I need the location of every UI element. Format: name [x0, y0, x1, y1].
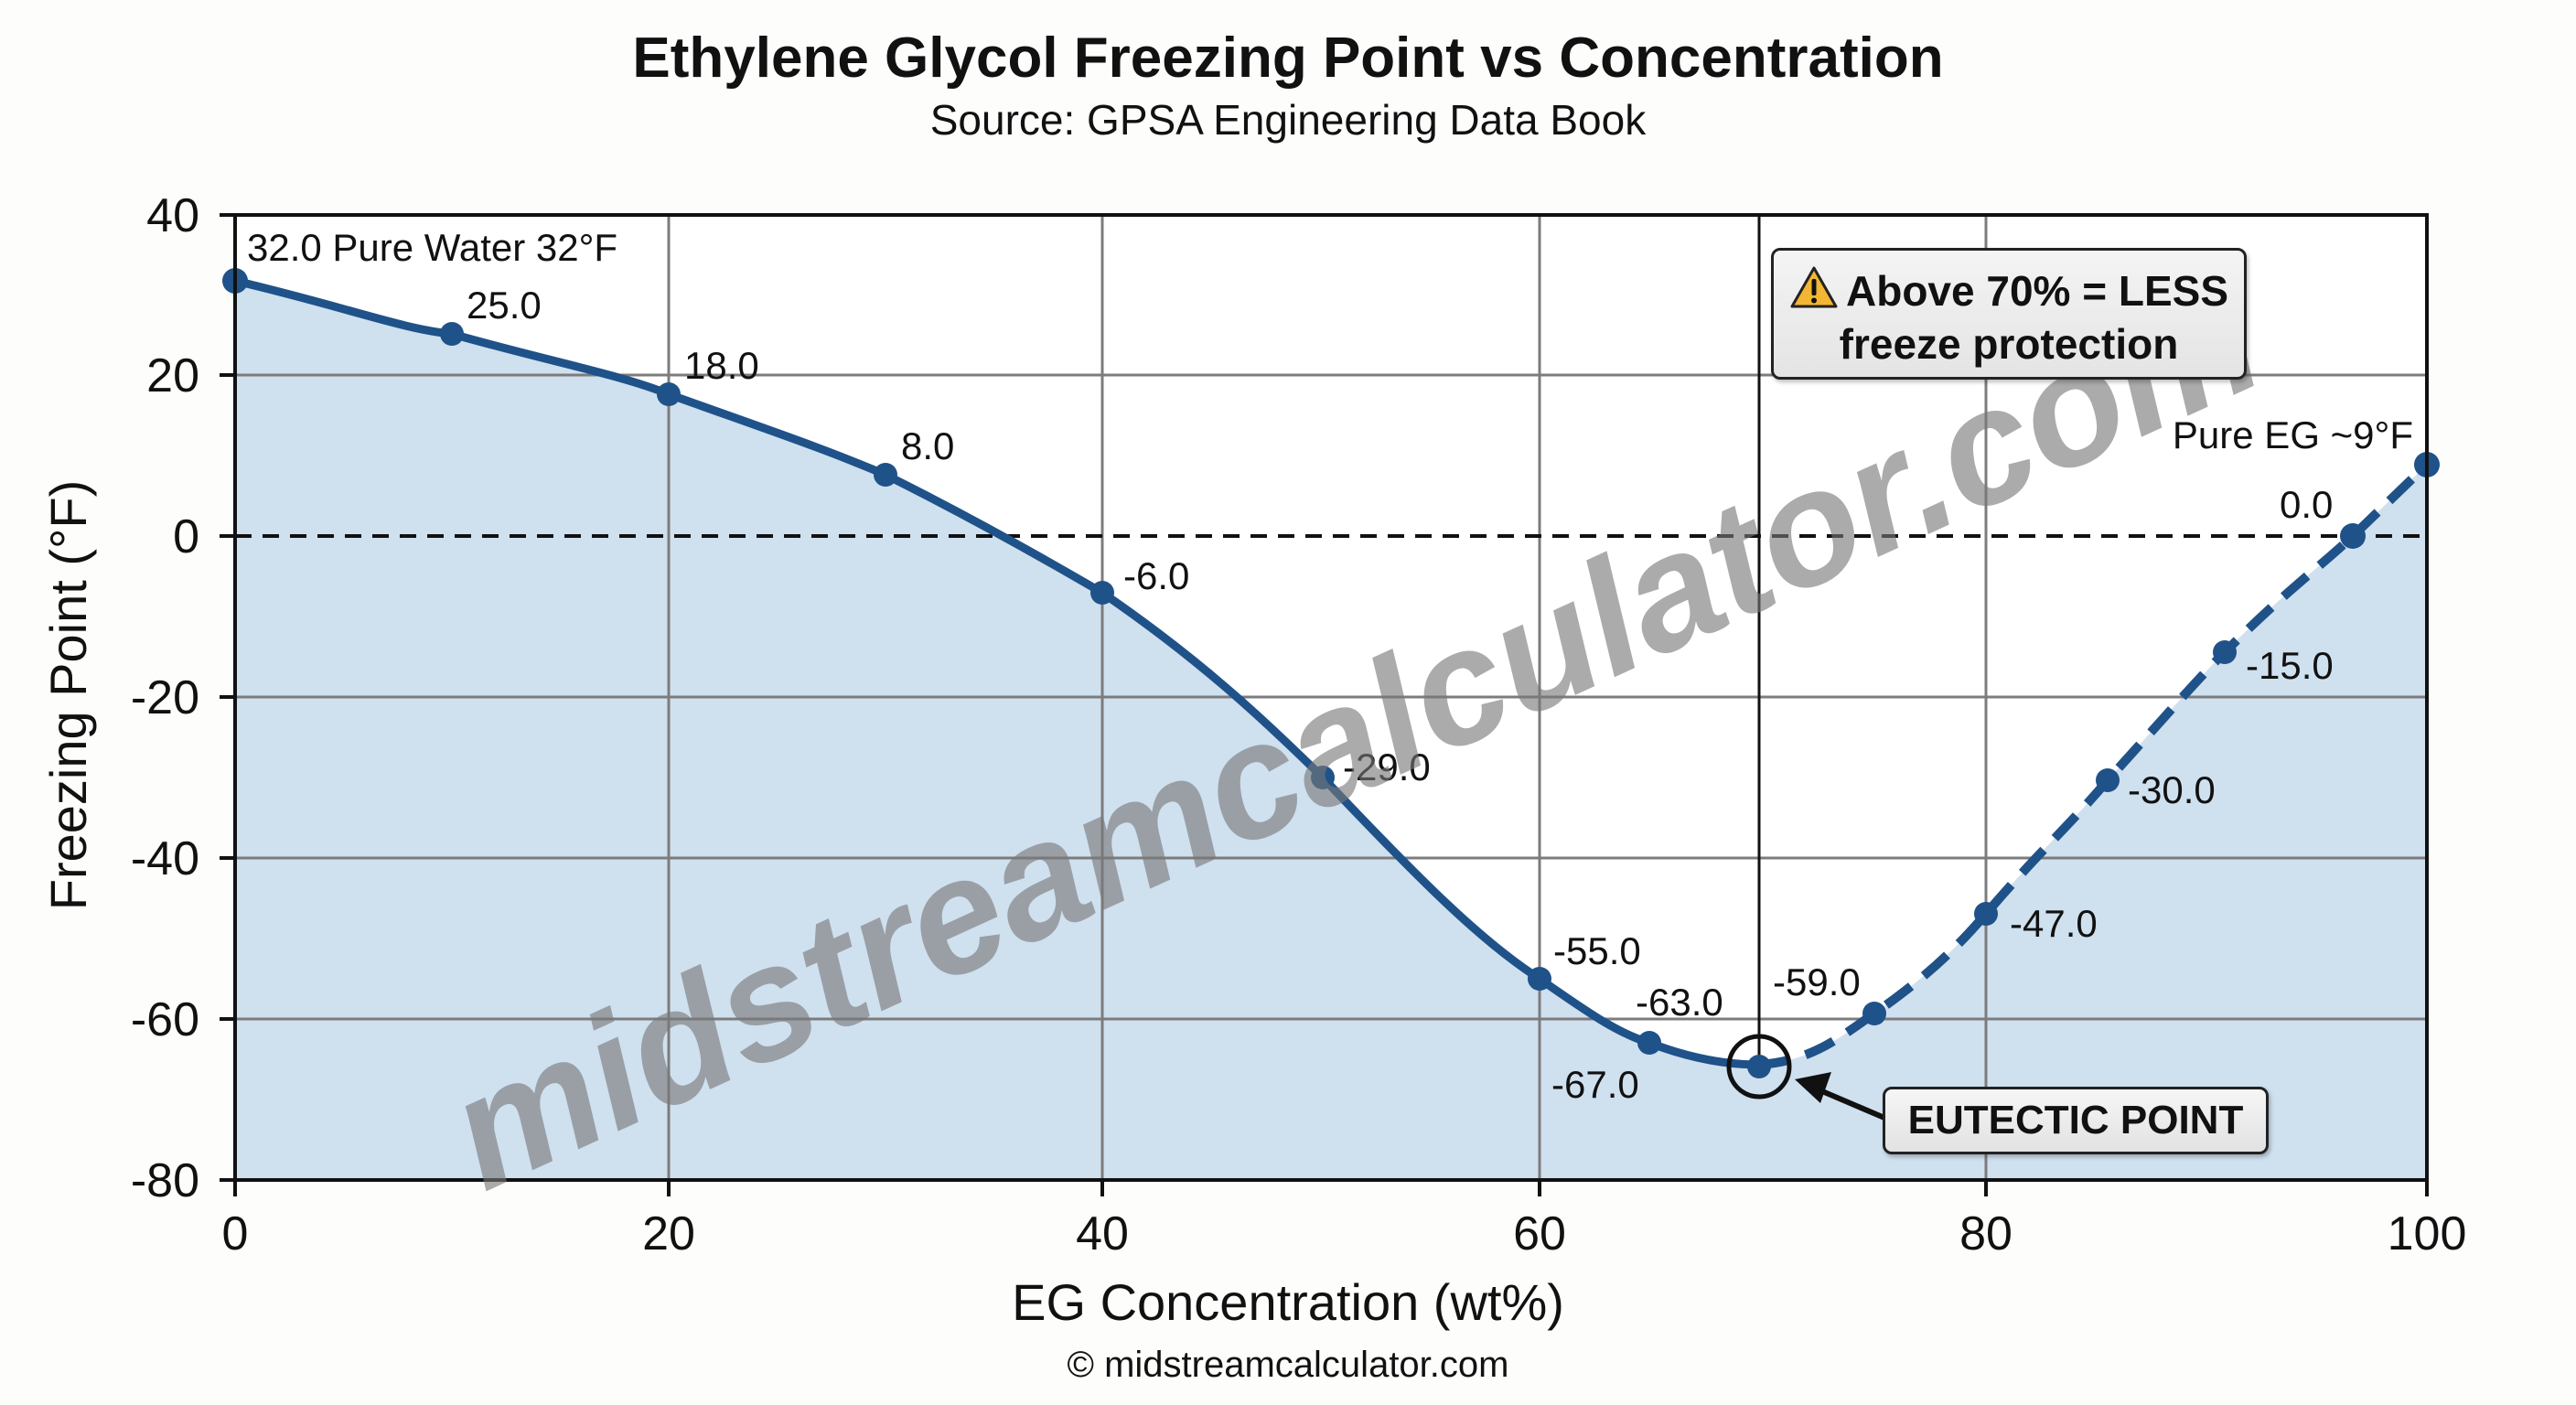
- x-tick-label: 20: [642, 1207, 695, 1260]
- point-label: 8.0: [901, 424, 954, 467]
- point-label: -47.0: [2010, 902, 2098, 945]
- x-tick-label: 100: [2388, 1207, 2467, 1260]
- eutectic-arrow-shaft: [1814, 1086, 1886, 1121]
- x-tick-labels: 0 20 40 60 80 100: [222, 1207, 2467, 1260]
- point-label: -59.0: [1773, 960, 1861, 1003]
- pure-water-annotation: 32.0 Pure Water 32°F: [247, 226, 617, 269]
- point-label: -55.0: [1553, 929, 1641, 972]
- copyright-footer: © midstreamcalculator.com: [1067, 1345, 1509, 1385]
- point-label: 18.0: [684, 344, 759, 387]
- point-label: -30.0: [2128, 768, 2216, 811]
- y-tick-label: -20: [131, 671, 199, 724]
- x-tick-label: 80: [1959, 1207, 2012, 1260]
- axis-ticks: [220, 213, 2429, 1196]
- eutectic-highlight-ring: [1726, 1034, 1792, 1099]
- y-tick-label: -60: [131, 993, 199, 1046]
- point-label: -6.0: [1123, 554, 1189, 597]
- point-labels: 32.0 Pure Water 32°F 25.0 18.0 8.0 -6.0 …: [247, 226, 2413, 1106]
- y-tick-label: -80: [131, 1154, 199, 1207]
- warning-line-2: freeze protection: [1839, 320, 2179, 368]
- y-tick-labels: 40 20 0 -20 -40 -60 -80: [131, 189, 199, 1207]
- freezing-curve-solid: [231, 276, 1764, 1069]
- warning-triangle-icon: [1789, 265, 1839, 319]
- point-label: 25.0: [467, 284, 542, 327]
- freezing-curve-dashed: [1758, 461, 2431, 1069]
- chart-subtitle: Source: GPSA Engineering Data Book: [929, 96, 1647, 144]
- area-fill: [235, 281, 2427, 1180]
- x-tick-label: 60: [1513, 1207, 1566, 1260]
- x-tick-label: 40: [1076, 1207, 1129, 1260]
- chart-title: Ethylene Glycol Freezing Point vs Concen…: [632, 27, 1944, 90]
- x-axis-title: EG Concentration (wt%): [1012, 1273, 1564, 1331]
- data-markers: [222, 268, 2440, 1078]
- y-tick-label: 40: [146, 189, 199, 242]
- point-label: 0.0: [2280, 483, 2333, 526]
- x-tick-label: 0: [222, 1207, 249, 1260]
- point-label: -29.0: [1343, 745, 1431, 788]
- point-label: -15.0: [2246, 644, 2334, 687]
- y-tick-label: 20: [146, 349, 199, 402]
- y-tick-label: 0: [173, 510, 199, 563]
- warning-line-1: Above 70% = LESS: [1846, 267, 2228, 315]
- y-tick-label: -40: [131, 832, 199, 885]
- point-label: -63.0: [1636, 981, 1723, 1024]
- eutectic-point-callout: EUTECTIC POINT: [1883, 1087, 2269, 1154]
- point-label: -67.0: [1551, 1063, 1639, 1106]
- warning-callout: Above 70% = LESS freeze protection: [1771, 248, 2247, 380]
- pure-eg-annotation: Pure EG ~9°F: [2173, 413, 2413, 456]
- y-axis-title: Freezing Point (°F): [39, 480, 97, 911]
- eutectic-arrow-head-icon: [1795, 1072, 1831, 1103]
